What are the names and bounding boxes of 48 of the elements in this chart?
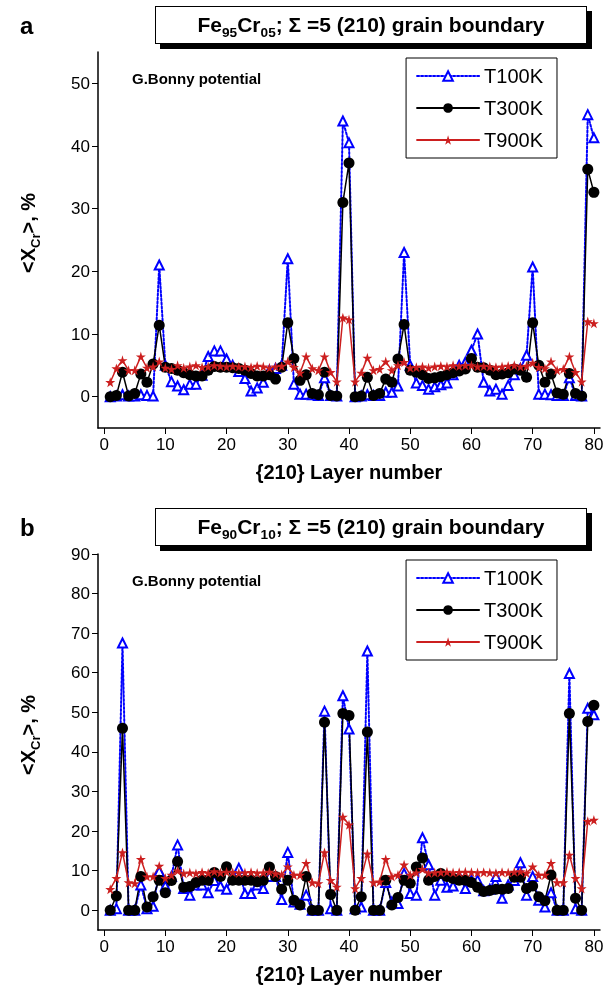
x-tick-label: 30 (278, 435, 298, 454)
legend-label: T300K (484, 599, 544, 621)
chart-title: Fe$_{90}$Cr$_{10}$; Σ =5 (210) grain boundary (155, 508, 587, 546)
y-tick-label: 0 (80, 387, 90, 407)
y-tick-label: 50 (71, 73, 90, 93)
x-tick-label: 0 (99, 937, 109, 956)
y-tick-label: 30 (71, 199, 90, 219)
y-tick-label: 30 (71, 781, 90, 801)
y-tick-label: 10 (71, 861, 90, 881)
y-tick-label: 60 (71, 663, 90, 683)
x-tick-label: 40 (339, 435, 359, 454)
x-tick-label: 50 (400, 435, 420, 454)
legend-label: T900K (484, 129, 544, 151)
y-tick-label: 80 (71, 584, 90, 604)
y-tick-label: 40 (71, 136, 90, 156)
x-tick-label: 60 (461, 435, 481, 454)
annotation: G.Bonny potential (132, 70, 262, 87)
y-tick-label: 10 (71, 324, 90, 344)
x-tick-label: 60 (461, 937, 481, 956)
x-tick-label: 0 (99, 435, 109, 454)
legend-label: T300K (484, 97, 544, 119)
y-tick-label: 50 (71, 702, 90, 722)
legend-label: T900K (484, 631, 544, 653)
y-tick-label: 20 (71, 821, 90, 841)
x-tick-label: 70 (523, 435, 543, 454)
x-tick-label: 50 (400, 937, 420, 956)
y-tick-label: 40 (71, 742, 90, 762)
y-tick-label: 0 (80, 900, 90, 920)
x-axis-title: {210} Layer number (255, 963, 443, 985)
chart-title: Fe$_{95}$Cr$_{05}$; Σ =5 (210) grain boundary (155, 6, 587, 44)
x-axis-title: {210} Layer number (255, 461, 443, 483)
y-tick-label: 90 (71, 544, 90, 564)
text: b (20, 514, 35, 542)
x-tick-label: 70 (523, 937, 543, 956)
y-tick-label: 70 (71, 623, 90, 643)
x-tick-label: 80 (584, 937, 604, 956)
x-tick-label: 10 (155, 435, 175, 454)
x-tick-label: 80 (584, 435, 604, 454)
legend-label: T100K (484, 65, 544, 87)
x-tick-label: 20 (217, 435, 237, 454)
x-tick-label: 40 (339, 937, 359, 956)
legend-label: T100K (484, 567, 544, 589)
y-tick-label: 20 (71, 261, 90, 281)
x-tick-label: 20 (217, 937, 237, 956)
x-tick-label: 30 (278, 937, 298, 956)
annotation: G.Bonny potential (132, 572, 262, 589)
text: a (20, 12, 34, 40)
x-tick-label: 10 (155, 937, 175, 956)
